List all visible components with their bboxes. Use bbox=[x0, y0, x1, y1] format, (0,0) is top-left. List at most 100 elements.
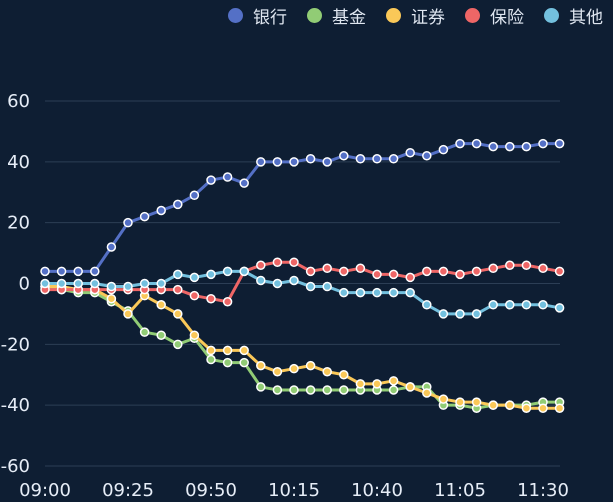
data-point bbox=[206, 293, 216, 304]
data-point bbox=[189, 290, 200, 301]
data-point bbox=[322, 263, 332, 274]
data-point bbox=[139, 327, 150, 337]
data-point bbox=[156, 205, 166, 216]
data-point bbox=[521, 403, 532, 413]
data-point bbox=[305, 154, 316, 164]
data-point bbox=[305, 266, 316, 277]
data-point bbox=[123, 217, 133, 228]
data-point bbox=[222, 297, 233, 307]
data-point bbox=[538, 300, 548, 310]
data-point bbox=[156, 300, 166, 310]
data-point bbox=[106, 242, 117, 252]
data-point bbox=[256, 260, 266, 270]
x-tick-label: 09:50 bbox=[185, 480, 237, 501]
data-point bbox=[206, 269, 216, 280]
data-point bbox=[189, 190, 200, 201]
data-point bbox=[405, 272, 415, 283]
data-point bbox=[372, 154, 382, 164]
data-point bbox=[505, 300, 515, 310]
data-point bbox=[305, 360, 316, 371]
legend-label: 证券 bbox=[411, 8, 445, 28]
y-tick-label: -20 bbox=[1, 334, 30, 355]
data-point bbox=[40, 266, 50, 277]
data-point bbox=[156, 278, 166, 289]
legend-label: 银行 bbox=[253, 8, 287, 28]
data-point bbox=[90, 266, 100, 277]
data-point bbox=[123, 309, 133, 319]
data-point bbox=[488, 400, 498, 410]
data-point bbox=[471, 138, 482, 149]
y-tick-label: 40 bbox=[7, 152, 30, 173]
x-tick-label: 10:40 bbox=[351, 480, 403, 501]
data-point bbox=[239, 345, 249, 356]
legend-marker-icon bbox=[544, 8, 559, 23]
data-point bbox=[90, 278, 100, 289]
series-line bbox=[45, 142, 560, 273]
x-tick-label: 11:05 bbox=[434, 480, 486, 501]
legend-label: 其他 bbox=[569, 8, 603, 28]
data-point bbox=[488, 263, 498, 274]
data-point bbox=[339, 385, 349, 395]
data-point bbox=[339, 266, 349, 277]
data-point bbox=[388, 376, 399, 386]
data-point bbox=[455, 397, 465, 407]
data-point bbox=[322, 281, 332, 292]
data-point bbox=[239, 357, 249, 368]
data-point bbox=[355, 287, 366, 298]
data-point bbox=[455, 309, 465, 319]
data-point bbox=[538, 403, 548, 413]
data-point bbox=[156, 330, 166, 340]
data-point bbox=[372, 287, 382, 298]
data-point bbox=[272, 157, 283, 167]
x-tick-label: 09:25 bbox=[102, 480, 154, 501]
legend-label: 基金 bbox=[332, 8, 366, 28]
data-point bbox=[289, 157, 299, 167]
y-tick-label: 20 bbox=[7, 213, 30, 234]
data-point bbox=[289, 275, 299, 286]
series-line bbox=[44, 285, 560, 410]
data-point bbox=[322, 366, 332, 377]
data-point bbox=[438, 309, 449, 319]
data-point bbox=[239, 178, 249, 188]
data-point bbox=[388, 154, 399, 164]
data-point bbox=[554, 303, 565, 313]
data-point bbox=[372, 269, 382, 280]
data-point bbox=[505, 260, 515, 270]
data-point bbox=[56, 266, 67, 277]
data-point bbox=[388, 269, 399, 280]
y-tick-label: -40 bbox=[1, 395, 30, 416]
data-point bbox=[289, 385, 299, 395]
data-point bbox=[189, 330, 200, 340]
data-point bbox=[106, 293, 117, 304]
data-point bbox=[538, 263, 548, 274]
data-point bbox=[173, 269, 183, 280]
data-point bbox=[56, 278, 67, 289]
data-point bbox=[206, 345, 216, 356]
data-point bbox=[405, 147, 415, 158]
data-point bbox=[206, 354, 216, 365]
legend-item-insurance[interactable]: 保险 bbox=[465, 3, 524, 28]
data-point bbox=[438, 394, 449, 404]
legend-item-securities[interactable]: 证券 bbox=[386, 3, 445, 28]
data-point bbox=[272, 385, 283, 395]
legend-item-fund[interactable]: 基金 bbox=[307, 3, 366, 28]
data-point bbox=[106, 281, 117, 292]
data-point bbox=[538, 138, 548, 149]
data-point bbox=[554, 138, 565, 149]
legend-item-bank[interactable]: 银行 bbox=[228, 3, 287, 28]
data-point bbox=[355, 379, 366, 389]
data-point bbox=[256, 360, 266, 371]
data-point bbox=[422, 388, 432, 398]
legend-marker-icon bbox=[228, 8, 243, 23]
data-point bbox=[388, 385, 399, 395]
data-point bbox=[488, 300, 498, 310]
data-point bbox=[554, 403, 565, 413]
data-point bbox=[405, 382, 415, 392]
data-point bbox=[422, 151, 432, 161]
data-point bbox=[521, 141, 532, 152]
data-point bbox=[289, 257, 299, 267]
data-point bbox=[289, 363, 299, 374]
legend-item-other[interactable]: 其他 bbox=[544, 3, 603, 28]
data-point bbox=[438, 266, 449, 277]
